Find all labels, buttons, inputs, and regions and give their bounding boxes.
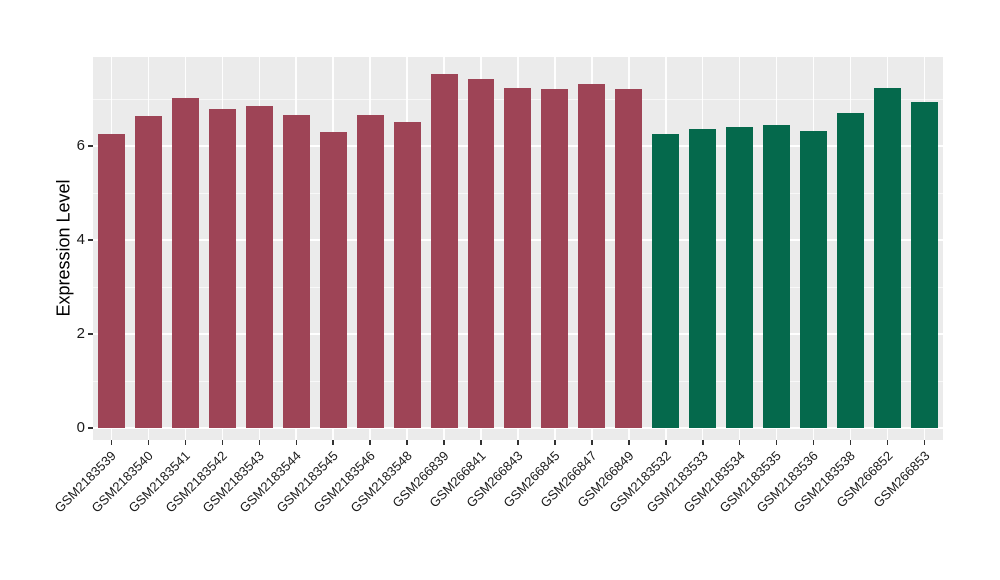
bar-GSM2183534 <box>726 127 754 428</box>
bar-column <box>721 57 758 440</box>
x-tick-mark <box>184 440 187 445</box>
x-tick-mark <box>849 440 852 445</box>
x-tick-mark <box>812 440 815 445</box>
plot-panel <box>93 57 943 440</box>
bar-GSM2183541 <box>171 98 199 428</box>
y-tick-label: 2 <box>76 325 85 342</box>
bar-column <box>647 57 684 440</box>
bar-column <box>93 57 130 440</box>
bar-GSM266852 <box>874 87 901 428</box>
bar-GSM2183546 <box>356 114 384 428</box>
y-tick-label: 0 <box>76 419 85 436</box>
bar-GSM2183539 <box>97 134 125 428</box>
bar-column <box>906 57 943 440</box>
x-tick-mark <box>110 440 113 445</box>
x-tick-mark <box>221 440 224 445</box>
x-tick-mark <box>628 440 630 445</box>
x-tick-mark <box>702 440 704 445</box>
bar-GSM2183543 <box>245 106 273 428</box>
x-tick-mark <box>554 440 556 445</box>
bar-column <box>758 57 795 440</box>
x-tick-mark <box>443 440 445 445</box>
bar-GSM2183545 <box>319 131 347 428</box>
x-tick-mark <box>886 440 889 445</box>
bar-column <box>315 57 352 440</box>
x-tick-mark <box>738 440 741 445</box>
bar-GSM266849 <box>615 89 643 428</box>
y-tick-mark <box>88 333 93 335</box>
bar-GSM2183542 <box>208 109 236 428</box>
bar-column <box>426 57 463 440</box>
bar-column <box>684 57 721 440</box>
x-tick-mark <box>332 440 334 445</box>
y-tick-mark <box>88 427 93 429</box>
bar-GSM266841 <box>467 78 495 428</box>
x-tick-mark <box>258 440 261 445</box>
bar-GSM266839 <box>430 74 458 428</box>
bar-column <box>278 57 315 440</box>
y-tick-mark <box>88 145 93 147</box>
bar-GSM2183536 <box>800 131 828 428</box>
y-tick-label: 6 <box>76 137 85 154</box>
x-tick-mark <box>517 440 519 445</box>
bar-GSM266847 <box>578 84 606 428</box>
x-tick-mark <box>406 440 408 445</box>
bar-GSM266843 <box>504 87 532 428</box>
y-tick-label: 4 <box>76 231 85 248</box>
bar-column <box>389 57 426 440</box>
bar-column <box>832 57 869 440</box>
bar-GSM2183535 <box>763 125 791 428</box>
bar-GSM2183533 <box>689 128 717 428</box>
bar-column <box>573 57 610 440</box>
x-tick-mark <box>369 440 371 445</box>
x-tick-mark <box>665 440 667 445</box>
y-axis-title: Expression Level <box>53 179 74 317</box>
bar-column <box>130 57 167 440</box>
bar-column <box>536 57 573 440</box>
x-tick-mark <box>480 440 482 445</box>
bar-GSM2183540 <box>134 115 162 428</box>
bar-columns <box>93 57 943 440</box>
bar-column <box>204 57 241 440</box>
bar-column <box>499 57 536 440</box>
y-tick-mark <box>88 239 93 241</box>
bar-column <box>241 57 278 440</box>
x-tick-mark <box>923 440 926 445</box>
x-tick-mark <box>147 440 150 445</box>
bar-column <box>352 57 389 440</box>
bar-GSM2183538 <box>837 113 865 428</box>
bar-GSM2183548 <box>393 122 421 428</box>
bar-column <box>167 57 204 440</box>
bar-column <box>610 57 647 440</box>
bar-column <box>795 57 832 440</box>
bar-GSM2183532 <box>652 134 680 428</box>
bar-column <box>869 57 906 440</box>
bar-GSM2183544 <box>282 114 310 428</box>
bar-column <box>463 57 500 440</box>
bar-GSM266853 <box>910 101 938 428</box>
x-tick-mark <box>591 440 593 445</box>
x-tick-mark <box>295 440 297 445</box>
x-tick-mark <box>775 440 778 445</box>
bar-GSM266845 <box>541 88 569 428</box>
